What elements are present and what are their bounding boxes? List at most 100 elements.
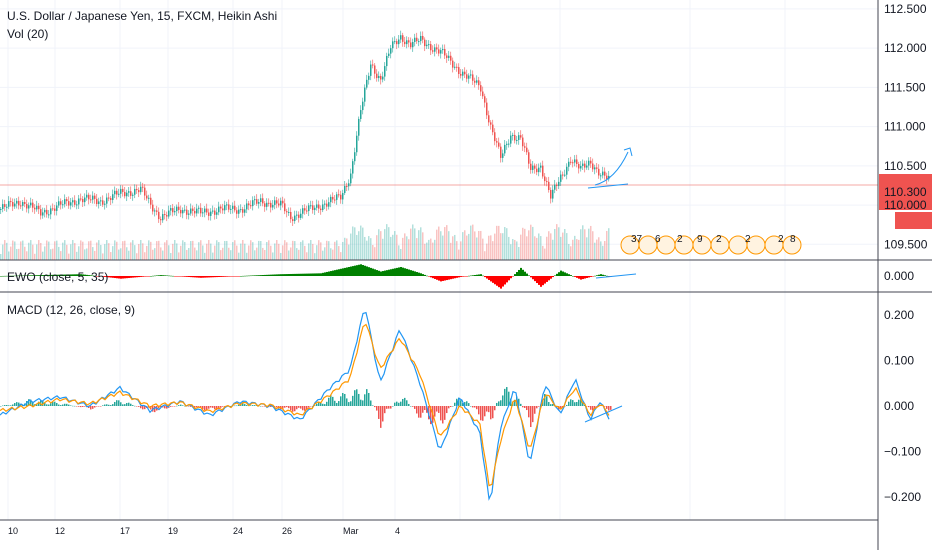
volume-bar: [174, 240, 176, 260]
macd-histogram-bar: [282, 406, 284, 409]
macd-histogram-bar: [358, 393, 360, 406]
candle: [570, 161, 572, 163]
volume-bar: [358, 231, 360, 260]
macd-histogram-bar: [310, 406, 312, 407]
ewo-bar: [254, 275, 256, 276]
candle: [470, 74, 472, 76]
volume-bar: [604, 241, 606, 260]
macd-histogram-bar: [356, 389, 358, 406]
volume-bar: [532, 226, 534, 260]
macd-histogram-bar: [30, 399, 32, 406]
volume-bar: [222, 247, 224, 260]
candle: [500, 146, 502, 158]
macd-histogram-bar: [418, 406, 420, 418]
candle: [588, 160, 590, 166]
volume-bar: [228, 247, 230, 260]
volume-bar: [304, 245, 306, 260]
candle: [370, 64, 372, 76]
ewo-bar: [178, 276, 180, 277]
candle: [390, 48, 392, 54]
macd-histogram-bar: [90, 406, 92, 410]
macd-histogram-bar: [44, 402, 46, 406]
volume-bar: [90, 240, 92, 260]
volume-bar: [314, 253, 316, 260]
signal-line: [0, 323, 610, 487]
candle: [408, 40, 410, 43]
ewo-bar: [484, 276, 486, 278]
event-badges[interactable]: 37 6 2 9 2 2 2 8: [620, 234, 802, 255]
ewo-bar: [234, 276, 236, 277]
candle: [310, 205, 312, 207]
macd-histogram-bar: [112, 404, 114, 406]
ewo-bar: [274, 274, 276, 276]
macd-histogram-bar: [320, 402, 322, 406]
ewo-bar: [118, 276, 120, 279]
ewo-bar: [322, 272, 324, 276]
ewo-bar: [240, 276, 242, 277]
volume-bar: [64, 240, 66, 260]
candle: [142, 186, 144, 188]
candle: [572, 162, 574, 164]
candle: [166, 215, 168, 217]
candle: [102, 200, 104, 205]
ewo-bar: [552, 276, 554, 278]
volume-bar: [66, 244, 68, 260]
ewo-bar: [436, 276, 438, 280]
volume-bar: [442, 235, 444, 260]
candle: [556, 184, 558, 187]
volume-bar: [290, 247, 292, 260]
candle: [156, 210, 158, 212]
candle: [202, 212, 204, 214]
candle: [78, 198, 80, 205]
macd-histogram-bar: [10, 405, 12, 406]
ewo-bar: [298, 273, 300, 276]
macd-histogram-bar: [396, 401, 398, 406]
ewo-bar: [572, 276, 574, 277]
macd-histogram-bar: [64, 403, 66, 406]
volume-bar: [498, 225, 500, 260]
candle: [72, 200, 74, 203]
candle: [254, 199, 256, 201]
ewo-bar: [566, 273, 568, 276]
candle: [238, 209, 240, 214]
macd-histogram-bar: [328, 397, 330, 406]
candle: [104, 203, 106, 205]
macd-histogram-bar: [326, 401, 328, 406]
volume-bar: [502, 233, 504, 260]
macd-histogram-bar: [182, 405, 184, 406]
volume-bar: [490, 235, 492, 260]
volume-bar: [536, 237, 538, 260]
volume-bar: [438, 226, 440, 260]
ewo-bar: [156, 275, 158, 276]
ewo-bar: [196, 276, 198, 278]
trend-arrow[interactable]: [594, 151, 629, 186]
ewo-bar: [316, 273, 318, 276]
volume-bar: [260, 241, 262, 260]
candle: [258, 201, 260, 204]
ewo-bar: [104, 276, 106, 277]
candle: [534, 165, 536, 169]
volume-bar: [100, 244, 102, 260]
ewo-bar: [2, 275, 4, 277]
ewo-bar: [372, 268, 374, 276]
volume-bar: [484, 251, 486, 260]
volume-bar: [114, 240, 116, 260]
ewo-bar: [330, 271, 332, 276]
volume-bar: [344, 237, 346, 260]
ewo-bar: [374, 269, 376, 276]
candle: [592, 163, 594, 170]
ewo-bar: [134, 276, 136, 278]
macd-histogram-bar: [260, 406, 262, 407]
ewo-bar: [80, 274, 82, 276]
volume-bar: [488, 235, 490, 260]
candle: [220, 206, 222, 209]
volume-bar: [132, 240, 134, 260]
candle: [332, 196, 334, 200]
macd-histogram-bar: [482, 406, 484, 421]
macd-histogram-bar: [18, 402, 20, 406]
volume-bar: [28, 242, 30, 260]
trend-line[interactable]: [587, 183, 629, 189]
candle: [140, 186, 142, 193]
volume-bar: [148, 240, 150, 260]
